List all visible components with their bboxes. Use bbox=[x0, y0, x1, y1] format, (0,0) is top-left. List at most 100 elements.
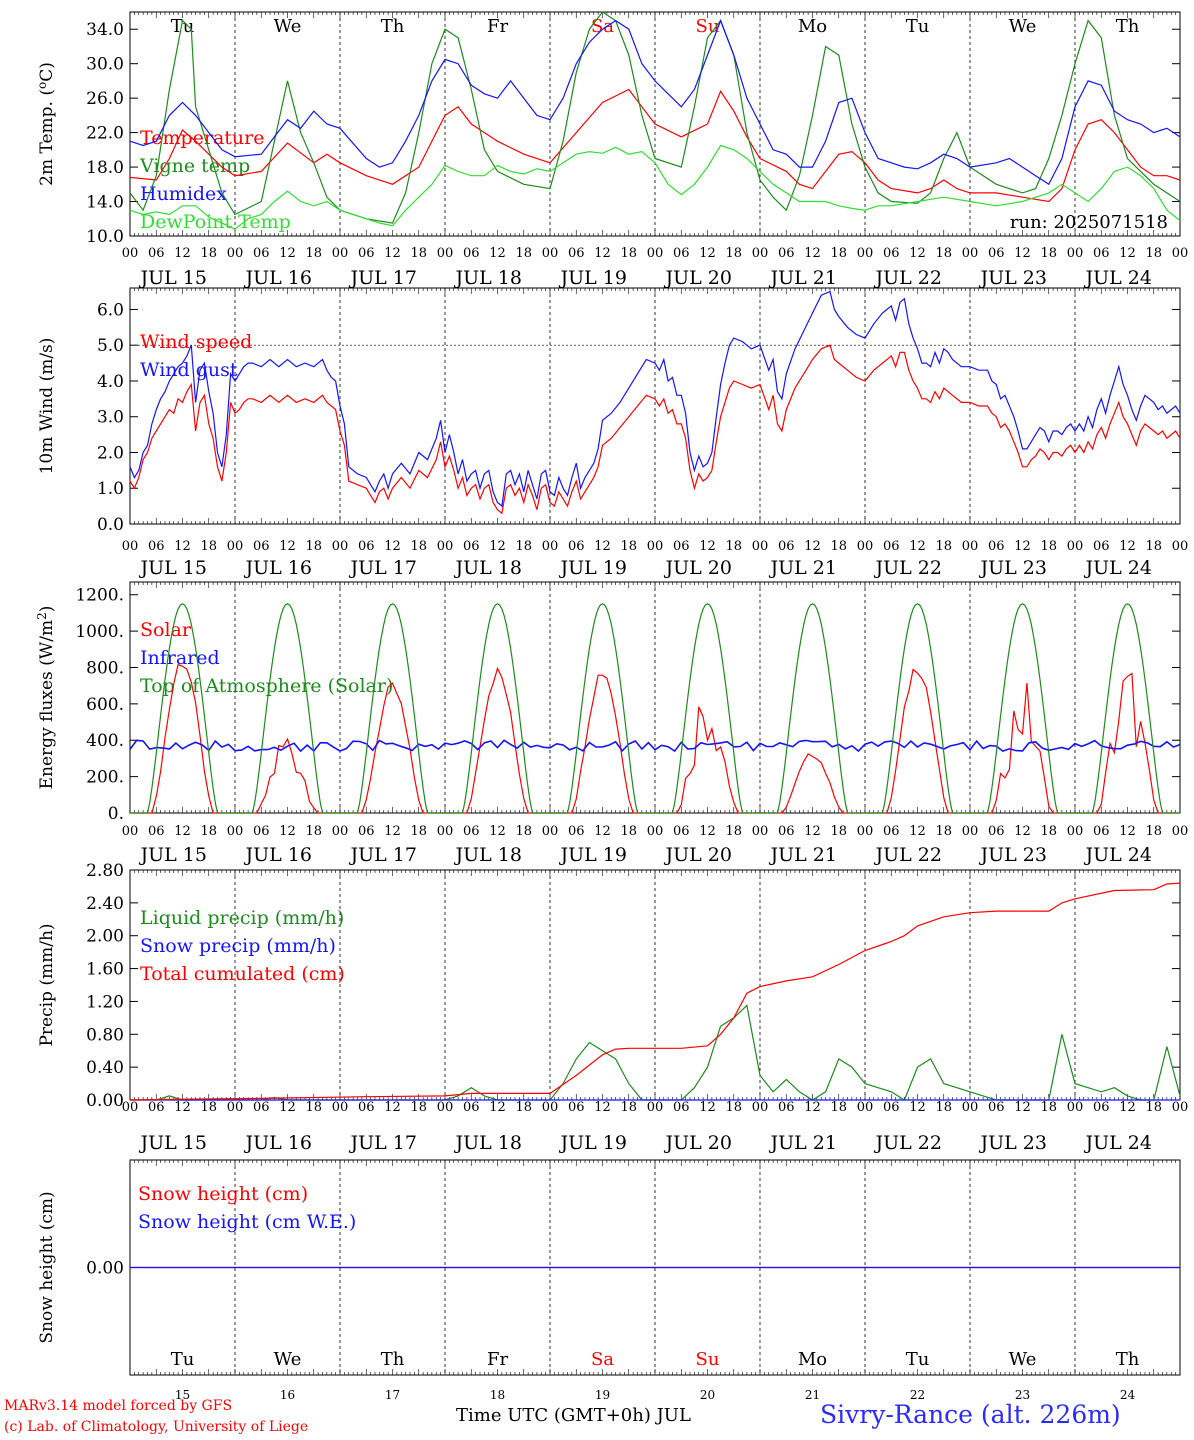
x-tick-label: 12 bbox=[279, 824, 296, 839]
x-tick-label: 12 bbox=[279, 246, 296, 261]
day-number-label: 17 bbox=[385, 1388, 400, 1402]
x-tick-label: 18 bbox=[200, 539, 217, 554]
x-tick-label: 18 bbox=[1145, 539, 1162, 554]
x-tick-label: 06 bbox=[358, 1100, 375, 1115]
x-tick-label: 18 bbox=[515, 824, 532, 839]
x-tick-label: 12 bbox=[1119, 824, 1136, 839]
x-tick-label: 00 bbox=[1172, 246, 1189, 261]
series-vigne-temp bbox=[129, 11, 1181, 224]
x-tick-label: 00 bbox=[857, 246, 874, 261]
x-tick-label: 06 bbox=[358, 824, 375, 839]
x-tick-label: 18 bbox=[410, 824, 427, 839]
weekday-label: Sa bbox=[591, 1349, 614, 1370]
x-tick-label: 00 bbox=[332, 246, 349, 261]
date-label: JUL 16 bbox=[244, 1132, 312, 1154]
date-label: JUL 24 bbox=[1084, 844, 1152, 866]
legend-wind-speed: Wind speed bbox=[140, 331, 252, 353]
series-infrared bbox=[129, 739, 1181, 753]
x-tick-label: 06 bbox=[148, 246, 165, 261]
date-label: JUL 21 bbox=[769, 1132, 837, 1154]
y-tick-label: 14.0 bbox=[86, 193, 124, 213]
x-tick-label: 06 bbox=[568, 539, 585, 554]
day-number-label: 16 bbox=[280, 1388, 295, 1402]
x-tick-label: 00 bbox=[962, 539, 979, 554]
x-tick-label: 12 bbox=[1014, 539, 1031, 554]
date-label: JUL 22 bbox=[874, 557, 942, 579]
x-tick-label: 06 bbox=[1093, 1100, 1110, 1115]
x-tick-label: 00 bbox=[647, 246, 664, 261]
y-tick-label: 600. bbox=[86, 695, 124, 715]
x-tick-label: 06 bbox=[673, 824, 690, 839]
weekday-label: We bbox=[1009, 16, 1037, 37]
y-tick-label: 0.80 bbox=[86, 1025, 124, 1045]
x-tick-label: 18 bbox=[620, 539, 637, 554]
date-label: JUL 19 bbox=[559, 267, 627, 289]
y-tick-label: 22.0 bbox=[86, 124, 124, 144]
x-tick-label: 00 bbox=[647, 1100, 664, 1115]
x-tick-label: 00 bbox=[122, 1100, 139, 1115]
x-tick-label: 06 bbox=[673, 246, 690, 261]
y-tick-label: 26.0 bbox=[86, 89, 124, 109]
date-label: JUL 22 bbox=[874, 1132, 942, 1154]
x-tick-label: 12 bbox=[804, 246, 821, 261]
weekday-label: Mo bbox=[798, 16, 827, 37]
x-tick-label: 00 bbox=[122, 824, 139, 839]
x-tick-label: 06 bbox=[988, 824, 1005, 839]
x-tick-label: 00 bbox=[332, 824, 349, 839]
x-tick-label: 00 bbox=[857, 824, 874, 839]
date-label: JUL 18 bbox=[454, 557, 522, 579]
legend-liquid-precip-mm-h: Liquid precip (mm/h) bbox=[140, 907, 344, 929]
x-tick-label: 18 bbox=[410, 539, 427, 554]
date-label: JUL 18 bbox=[454, 844, 522, 866]
x-tick-label: 18 bbox=[935, 824, 952, 839]
x-tick-label: 18 bbox=[620, 824, 637, 839]
x-tick-label: 12 bbox=[909, 539, 926, 554]
date-label: JUL 23 bbox=[979, 844, 1047, 866]
x-tick-label: 06 bbox=[673, 539, 690, 554]
x-tick-label: 06 bbox=[988, 246, 1005, 261]
y-tick-label: 1.0 bbox=[97, 479, 124, 499]
date-label: JUL 20 bbox=[664, 267, 732, 289]
x-tick-label: 18 bbox=[830, 1100, 847, 1115]
y-tick-label: 1.60 bbox=[86, 960, 124, 980]
y-tick-label: 0. bbox=[108, 804, 124, 824]
y-tick-label: 10.0 bbox=[86, 227, 124, 247]
x-tick-label: 00 bbox=[1067, 539, 1084, 554]
y-axis-label: Snow height (cm) bbox=[37, 1191, 57, 1343]
y-tick-label: 34.0 bbox=[86, 20, 124, 40]
x-tick-label: 00 bbox=[227, 824, 244, 839]
legend-top-of-atmosphere-solar: Top of Atmosphere (Solar) bbox=[140, 675, 393, 697]
day-number-label: 18 bbox=[490, 1388, 505, 1402]
x-tick-label: 06 bbox=[778, 246, 795, 261]
x-tick-label: 00 bbox=[752, 1100, 769, 1115]
station-name: Sivry-Rance (alt. 226m) bbox=[820, 1400, 1121, 1429]
x-tick-label: 18 bbox=[200, 246, 217, 261]
x-tick-label: 12 bbox=[594, 824, 611, 839]
x-tick-label: 06 bbox=[568, 824, 585, 839]
x-tick-label: 12 bbox=[804, 1100, 821, 1115]
legend-wind-gust: Wind gust bbox=[140, 359, 238, 381]
x-tick-label: 12 bbox=[699, 824, 716, 839]
x-tick-label: 12 bbox=[1119, 246, 1136, 261]
x-tick-label: 00 bbox=[437, 246, 454, 261]
y-tick-label: 2.0 bbox=[97, 443, 124, 463]
x-tick-label: 18 bbox=[1040, 824, 1057, 839]
x-tick-label: 00 bbox=[752, 539, 769, 554]
x-tick-label: 06 bbox=[778, 824, 795, 839]
x-tick-label: 18 bbox=[725, 246, 742, 261]
x-tick-label: 00 bbox=[542, 824, 559, 839]
day-number-label: 19 bbox=[595, 1388, 610, 1402]
x-tick-label: 12 bbox=[174, 824, 191, 839]
date-label: JUL 18 bbox=[454, 267, 522, 289]
date-label: JUL 24 bbox=[1084, 557, 1152, 579]
date-label: JUL 21 bbox=[769, 557, 837, 579]
x-tick-label: 18 bbox=[515, 539, 532, 554]
x-tick-label: 06 bbox=[883, 1100, 900, 1115]
legend-snow-height-cm-w-e: Snow height (cm W.E.) bbox=[138, 1211, 356, 1233]
y-tick-label: 18.0 bbox=[86, 158, 124, 178]
series-humidex bbox=[129, 18, 1181, 186]
x-tick-label: 06 bbox=[148, 1100, 165, 1115]
weekday-label: Th bbox=[1116, 16, 1140, 37]
weekday-label: We bbox=[1009, 1349, 1037, 1370]
date-label: JUL 20 bbox=[664, 844, 732, 866]
